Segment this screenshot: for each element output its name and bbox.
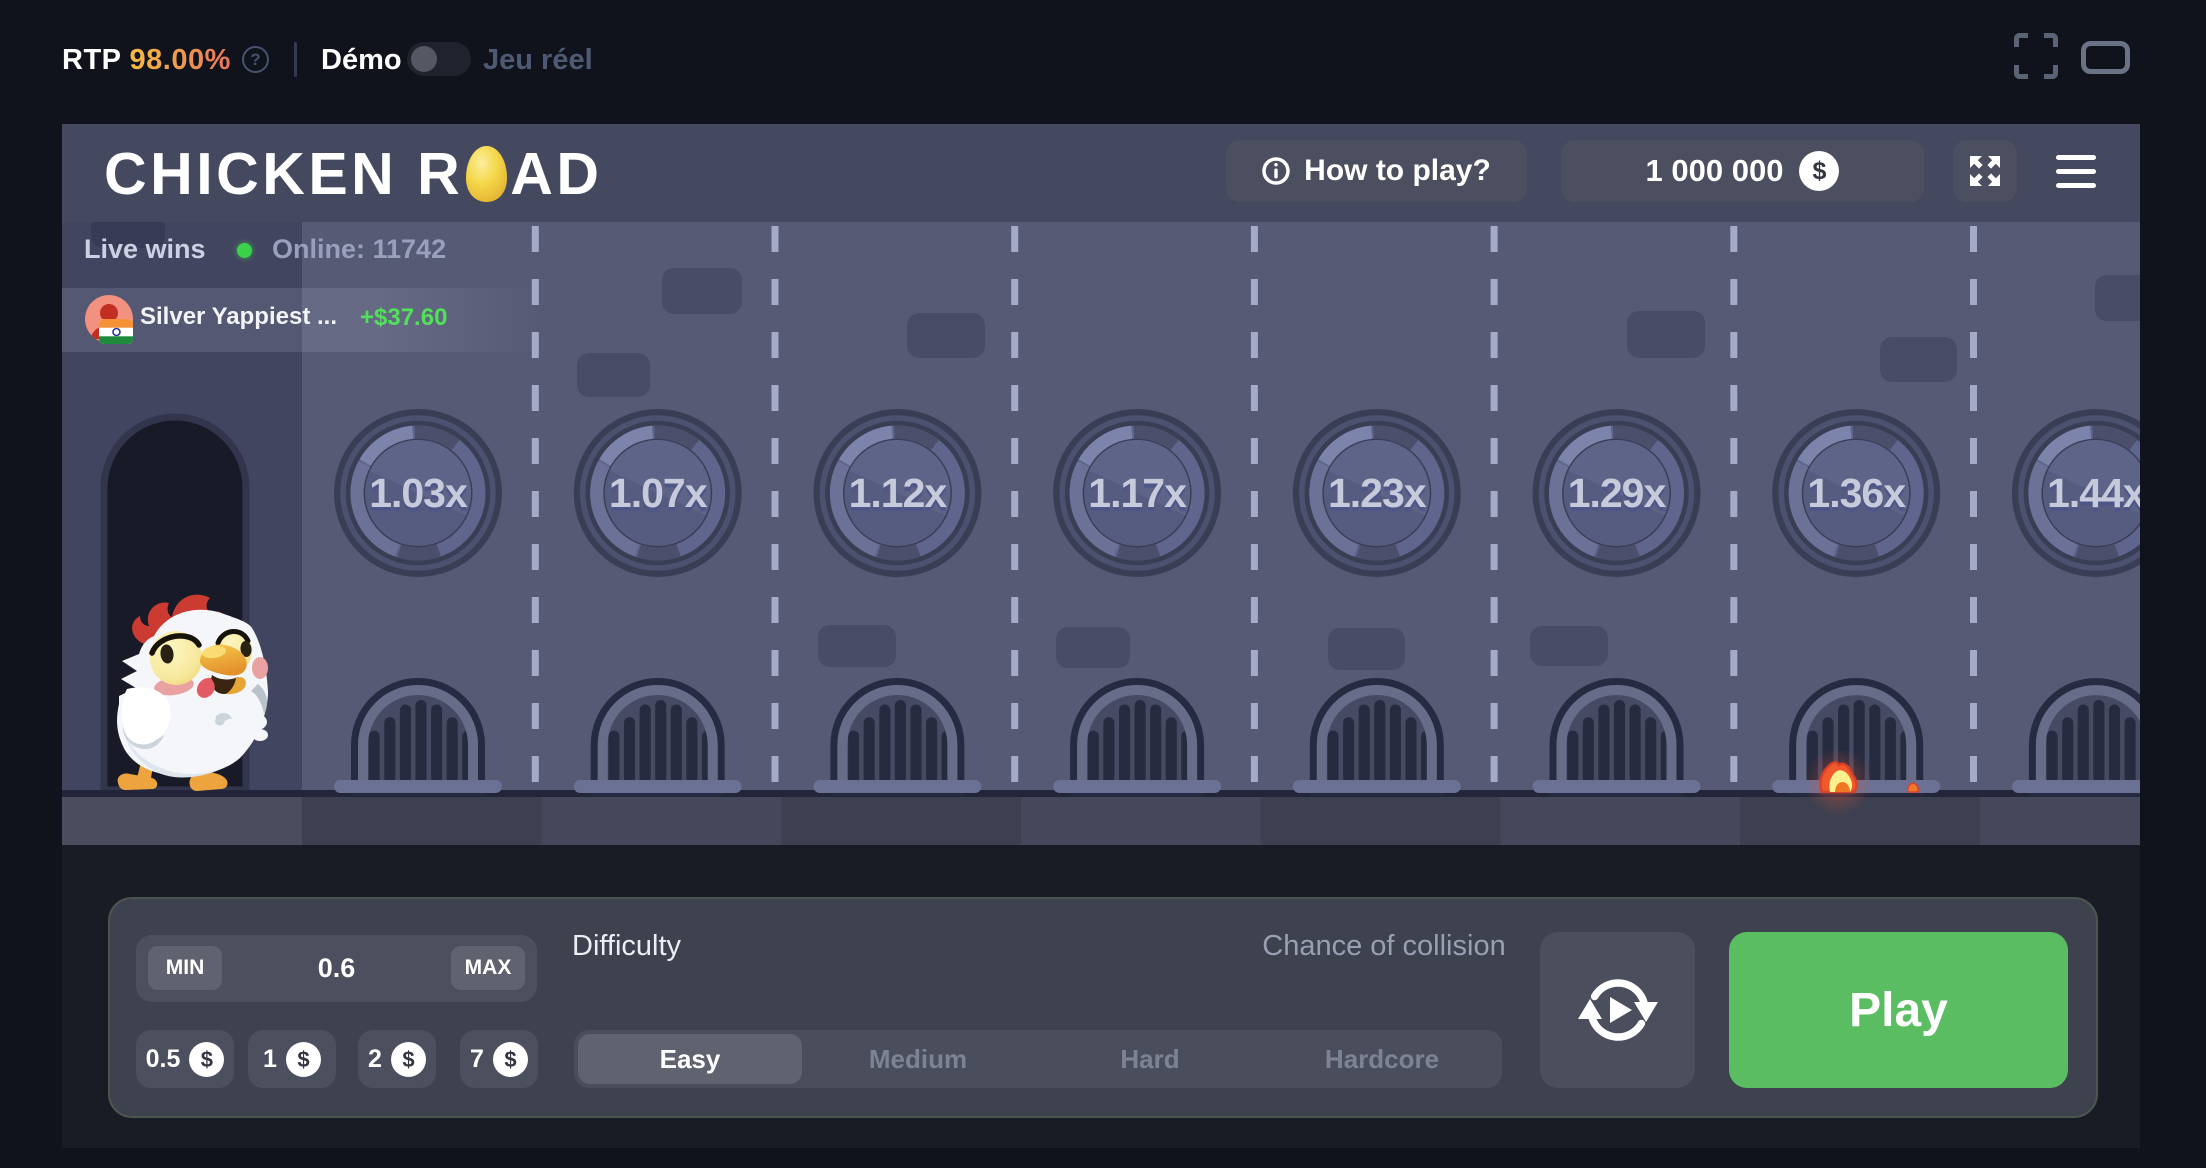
svg-text:1.03x: 1.03x [369, 474, 468, 520]
svg-text:1.44x: 1.44x [2047, 474, 2140, 520]
svg-text:1.44x: 1.44x [2047, 470, 2140, 516]
svg-text:1.36x: 1.36x [1807, 470, 1906, 516]
svg-text:1.03x: 1.03x [369, 470, 468, 516]
svg-text:1.23x: 1.23x [1328, 470, 1427, 516]
svg-text:1.23x: 1.23x [1328, 474, 1427, 520]
svg-text:1.07x: 1.07x [609, 474, 708, 520]
svg-text:1.36x: 1.36x [1807, 474, 1906, 520]
svg-text:1.29x: 1.29x [1568, 474, 1667, 520]
svg-text:1.17x: 1.17x [1088, 470, 1187, 516]
svg-text:1.29x: 1.29x [1568, 470, 1667, 516]
svg-text:1.12x: 1.12x [849, 470, 948, 516]
svg-text:1.17x: 1.17x [1088, 474, 1187, 520]
svg-text:1.07x: 1.07x [609, 470, 708, 516]
svg-text:1.12x: 1.12x [849, 474, 948, 520]
